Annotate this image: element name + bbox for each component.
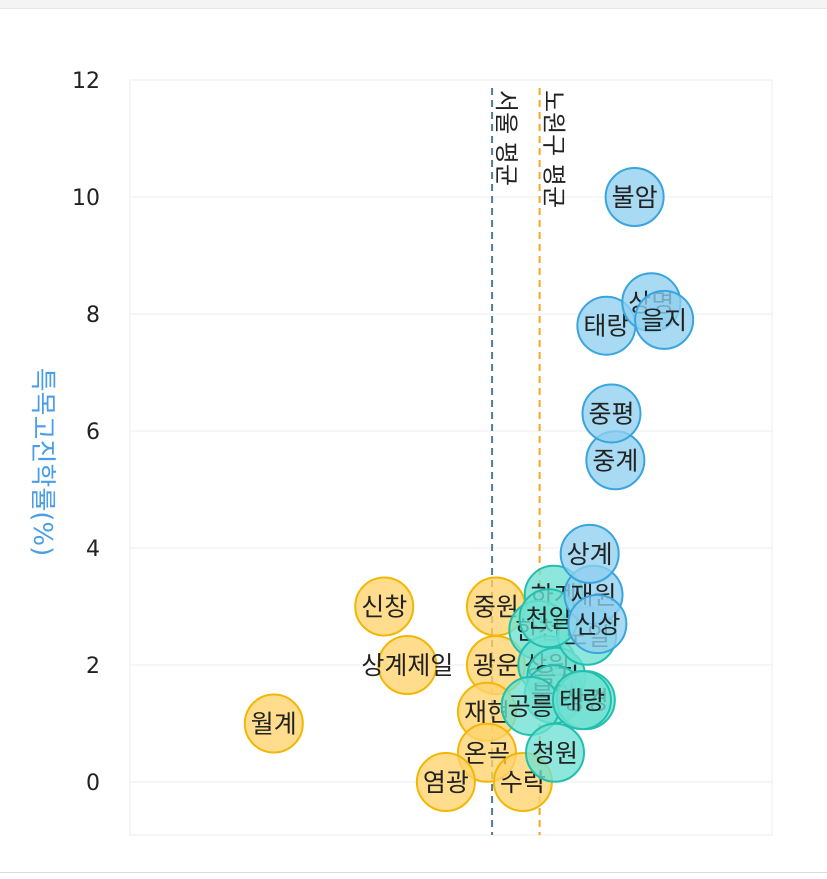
data-point: 중평 bbox=[581, 383, 642, 444]
point-label: 공릉 bbox=[508, 692, 554, 721]
data-point: 태랑 bbox=[551, 670, 612, 731]
y-tick-label: 8 bbox=[86, 303, 100, 328]
data-point: 상계 bbox=[559, 523, 620, 584]
bubble-blue bbox=[559, 523, 620, 584]
data-point: 을지 bbox=[634, 289, 695, 350]
y-tick-label: 0 bbox=[86, 771, 100, 796]
point-label: 염광 bbox=[423, 768, 469, 797]
reference-line-label: 서울 평균 bbox=[492, 90, 520, 186]
bubble-yellow bbox=[354, 576, 415, 637]
bubble-yellow bbox=[415, 752, 476, 812]
y-axis-label: 특목고진학률(%) bbox=[27, 368, 57, 557]
point-label: 을지 bbox=[641, 306, 687, 335]
data-point: 태랑 bbox=[576, 295, 637, 356]
data-points: 월계신창상계제일중원광운재현온곡염광수락하계한천상원을지불암공릉상경청원태랑노일… bbox=[243, 167, 695, 812]
data-point: 월계 bbox=[243, 693, 304, 754]
point-label: 월계 bbox=[251, 710, 297, 739]
data-point: 상계제일 bbox=[361, 635, 453, 695]
y-tick-label: 12 bbox=[72, 69, 100, 94]
y-tick-label: 10 bbox=[72, 186, 100, 211]
bubble-yellow bbox=[243, 693, 304, 754]
point-label: 중계 bbox=[592, 446, 638, 475]
y-tick-label: 4 bbox=[86, 537, 100, 562]
point-label: 신창 bbox=[361, 593, 407, 622]
plot-area bbox=[129, 79, 773, 836]
reference-line-label: 노원구 평균 bbox=[540, 90, 568, 208]
bottom-bar bbox=[0, 872, 827, 879]
point-label: 상계제일 bbox=[361, 651, 453, 680]
data-point: 광운 bbox=[465, 635, 526, 695]
point-label: 청원 bbox=[532, 739, 578, 768]
y-tick-label: 6 bbox=[86, 420, 100, 445]
y-axis-ticks: 0 2 4 6 8 10 12 bbox=[72, 69, 100, 796]
bubble-yellow bbox=[377, 635, 438, 695]
data-point: 공릉 bbox=[500, 675, 561, 736]
top-bar bbox=[0, 0, 827, 9]
data-point: 불암 bbox=[604, 167, 665, 227]
point-label: 신상 bbox=[574, 610, 620, 639]
bubble-teal bbox=[551, 670, 612, 731]
point-label: 태랑 bbox=[583, 312, 629, 341]
bubble-blue bbox=[634, 289, 695, 350]
point-label: 중원 bbox=[473, 593, 519, 622]
data-point: 청원 bbox=[525, 722, 586, 783]
point-label: 중평 bbox=[588, 399, 634, 428]
bubble-blue bbox=[604, 167, 665, 227]
bubble-blue bbox=[581, 383, 642, 444]
data-point: 천일 bbox=[518, 588, 579, 649]
data-point: 염광 bbox=[415, 752, 476, 812]
data-point: 신상 bbox=[567, 594, 628, 655]
bubble-blue bbox=[567, 594, 628, 655]
bubble-teal bbox=[525, 722, 586, 783]
point-label: 불암 bbox=[612, 183, 658, 212]
point-label: 광운 bbox=[473, 651, 519, 680]
data-point: 신창 bbox=[354, 576, 415, 637]
point-label: 태랑 bbox=[559, 686, 605, 715]
reference-lines: 서울 평균 노원구 평균 bbox=[491, 88, 568, 835]
point-label: 상계 bbox=[567, 540, 613, 569]
y-tick-label: 2 bbox=[86, 654, 100, 679]
point-label: 천일 bbox=[526, 604, 572, 633]
